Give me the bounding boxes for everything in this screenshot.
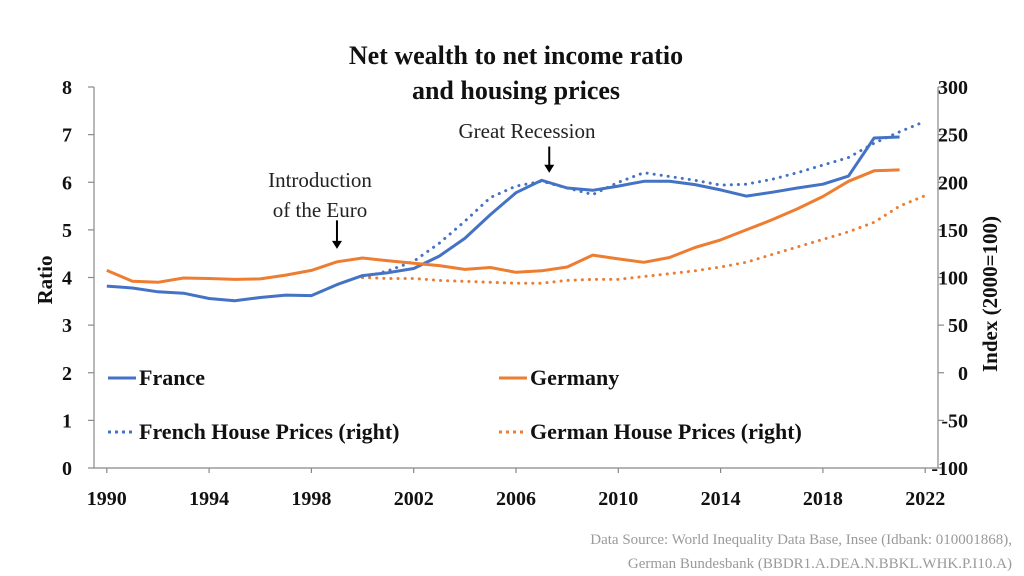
annotation-arrow-head (331, 240, 342, 249)
source-note-line2: German Bundesbank (BBDR1.A.DEA.N.BBKL.WH… (628, 556, 1012, 572)
y-right-tick-label: 300 (938, 77, 968, 99)
legend-label-french-house-prices: French House Prices (right) (139, 419, 399, 444)
annotation-euro-line2: of the Euro (273, 198, 367, 222)
y-axis-right-title: Index (2000=100) (978, 216, 1002, 372)
x-tick-label: 2014 (701, 488, 741, 510)
y-right-tick-label: 200 (938, 172, 968, 194)
series-line-french-house-prices-right (361, 119, 927, 279)
annotation-arrow-head (544, 164, 555, 173)
y-right-tick-label: 250 (938, 125, 968, 147)
series-layer (106, 119, 927, 303)
y-left-tick-label: 8 (62, 77, 72, 99)
series-line-france (106, 135, 900, 303)
x-tick-label: 2018 (803, 488, 843, 510)
x-tick-label: 2010 (598, 488, 638, 510)
source-note-line1: Data Source: World Inequality Data Base,… (590, 532, 1012, 548)
x-tick-label: 2006 (496, 488, 536, 510)
annotations: Introduction of the Euro Great Recession (268, 119, 596, 249)
y-left-tick-label: 6 (62, 172, 72, 194)
y-right-tick-label: -100 (931, 458, 968, 480)
x-tick-label: 1994 (189, 488, 229, 510)
legend-label-german-house-prices: German House Prices (right) (530, 419, 802, 444)
legend-label-france: France (139, 365, 205, 390)
y-left-tick-label: 3 (62, 315, 72, 337)
y-left-tick-label: 1 (62, 410, 72, 432)
chart-title-line1: Net wealth to net income ratio (349, 41, 683, 70)
y-left-tick-label: 2 (62, 363, 72, 385)
y-left-tick-label: 5 (62, 220, 72, 242)
x-tick-label: 2002 (394, 488, 434, 510)
annotation-euro-line1: Introduction (268, 168, 372, 192)
annotation-recession-label: Great Recession (458, 119, 596, 143)
y-axis-left-title: Ratio (33, 256, 57, 305)
y-right-tick-label: 150 (938, 220, 968, 242)
y-right-tick-label: 100 (938, 268, 968, 290)
legend-label-germany: Germany (530, 365, 619, 390)
series-line-germany (106, 168, 900, 284)
y-left-tick-label: 0 (62, 458, 72, 480)
chart-title-line2: and housing prices (412, 76, 620, 105)
y-right-tick-label: -50 (941, 410, 968, 432)
x-tick-label: 1990 (87, 488, 127, 510)
x-tick-label: 1998 (291, 488, 331, 510)
y-left-tick-label: 7 (62, 125, 72, 147)
y-right-tick-label: 0 (958, 363, 968, 385)
ticks: 1990 1994 1998 2002 2006 2010 2014 2018 20220123… (62, 77, 968, 510)
series-line-german-house-prices-right (361, 194, 927, 285)
x-tick-label: 2022 (905, 488, 945, 510)
legend: France Germany French House Prices (righ… (108, 365, 802, 444)
y-right-tick-label: 50 (948, 315, 968, 337)
y-left-tick-label: 4 (62, 268, 72, 290)
